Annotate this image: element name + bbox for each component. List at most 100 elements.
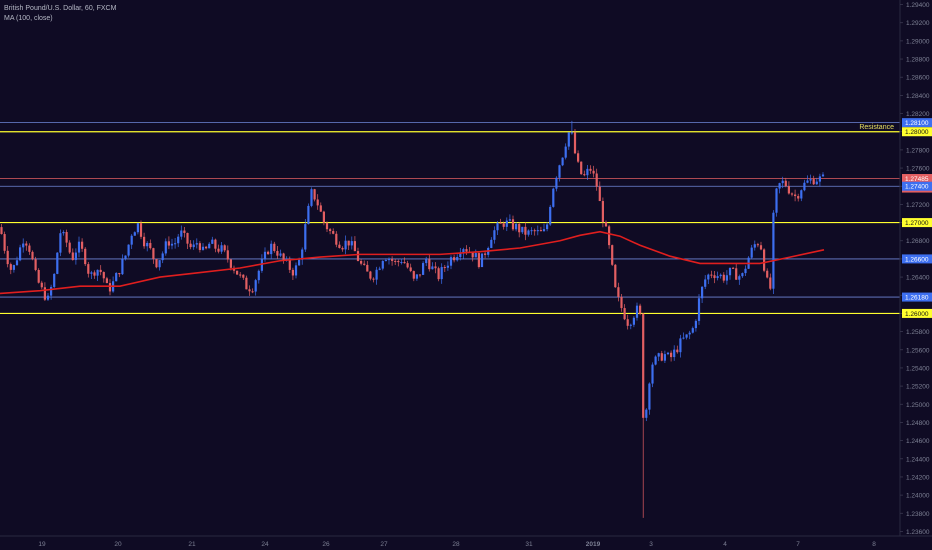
candle-body — [363, 263, 366, 265]
candle-body — [558, 165, 561, 178]
candle-body — [536, 230, 539, 232]
candle-body — [654, 356, 657, 365]
candle-body — [806, 180, 809, 183]
candle-body — [462, 249, 465, 254]
x-tick-label: 20 — [114, 541, 122, 548]
candle-body — [139, 223, 143, 237]
price-badge — [902, 254, 932, 264]
candle-body — [567, 132, 570, 147]
candle-body — [124, 255, 127, 259]
y-tick-label: 1.24600 — [906, 438, 930, 445]
candle-body — [577, 153, 580, 162]
candle-body — [34, 259, 37, 270]
x-tick-label: 27 — [380, 541, 388, 548]
price-badge-label: 1.26180 — [905, 295, 929, 302]
candle-body — [406, 263, 409, 268]
x-tick-label: 24 — [261, 541, 269, 548]
candle-body — [186, 232, 189, 244]
candle-body — [459, 253, 462, 258]
candle-body — [102, 272, 105, 279]
candle-body — [812, 179, 815, 185]
candle-body — [115, 273, 118, 282]
candle-body — [412, 271, 415, 279]
candle-body — [28, 245, 31, 252]
candle-body — [384, 260, 387, 262]
candle-body — [418, 274, 422, 276]
y-tick-label: 1.28400 — [906, 93, 930, 100]
price-badge-label: 1.27000 — [905, 220, 929, 227]
candle-body — [719, 274, 722, 277]
candle-body — [533, 230, 536, 232]
y-tick-label: 1.29200 — [906, 20, 930, 27]
candle-body — [744, 268, 747, 274]
x-tick-label: 26 — [322, 541, 330, 548]
candle-body — [456, 257, 459, 261]
candle-body — [679, 338, 682, 353]
candle-body — [449, 257, 453, 266]
candle-body — [614, 264, 617, 288]
candle-body — [778, 183, 781, 189]
candle-body — [43, 287, 46, 300]
candle-body — [502, 223, 505, 227]
candle-body — [595, 173, 598, 187]
candle-body — [59, 233, 62, 253]
candle-body — [645, 409, 648, 418]
candle-body — [530, 230, 533, 232]
candle-body — [251, 291, 254, 293]
candle-body — [223, 245, 226, 251]
candle-body — [273, 243, 276, 251]
candle-body — [301, 249, 304, 260]
resistance-label: Resistance — [859, 124, 894, 131]
candle-body — [763, 249, 766, 271]
candle-body — [62, 231, 65, 234]
candle-body — [821, 174, 825, 177]
price-badge-label: 1.27485 — [905, 176, 929, 183]
candle-body — [282, 253, 285, 260]
candle-body — [477, 253, 480, 268]
candle-body — [267, 251, 270, 255]
candle-body — [818, 176, 821, 182]
candle-body — [118, 273, 121, 275]
candle-body — [446, 265, 449, 268]
candle-body — [620, 296, 623, 309]
candle-body — [428, 259, 431, 270]
candle-body — [143, 236, 146, 247]
candle-body — [164, 241, 167, 254]
candle-body — [403, 262, 406, 264]
candle-body — [133, 232, 136, 236]
candle-body — [775, 188, 778, 213]
candle-body — [0, 227, 3, 235]
candle-body — [710, 274, 713, 276]
y-tick-label: 1.28200 — [906, 111, 930, 118]
candle-body — [90, 272, 93, 274]
indicator-line: MA (100, close) — [4, 15, 53, 22]
candle-body — [15, 260, 19, 266]
y-tick-label: 1.27200 — [906, 202, 930, 209]
candle-body — [688, 332, 691, 335]
candle-body — [580, 161, 583, 175]
candle-body — [443, 267, 446, 269]
candle-body — [68, 242, 71, 253]
ma-layer — [0, 230, 825, 295]
y-tick-label: 1.24400 — [906, 456, 930, 463]
symbol-line: British Pound/U.S. Dollar, 60, FXCM — [4, 5, 117, 12]
y-tick-label: 1.24000 — [906, 493, 930, 500]
candle-body — [713, 275, 716, 279]
candle-body — [518, 223, 521, 233]
chart-legend: British Pound/U.S. Dollar, 60, FXCM MA (… — [4, 4, 116, 24]
candle-body — [22, 243, 25, 248]
candle-body — [728, 267, 732, 276]
candle-body — [666, 352, 670, 355]
candle-body — [790, 193, 794, 195]
price-badge — [902, 118, 932, 128]
candle-body — [50, 286, 53, 296]
candle-body — [741, 273, 744, 277]
candle-body — [347, 240, 350, 246]
candle-body — [378, 268, 381, 270]
y-tick-label: 1.25200 — [906, 384, 930, 391]
y-tick-label: 1.27600 — [906, 166, 930, 173]
y-tick-label: 1.25800 — [906, 329, 930, 336]
price-badge-label: 1.26600 — [905, 256, 929, 263]
candle-body — [192, 244, 195, 248]
